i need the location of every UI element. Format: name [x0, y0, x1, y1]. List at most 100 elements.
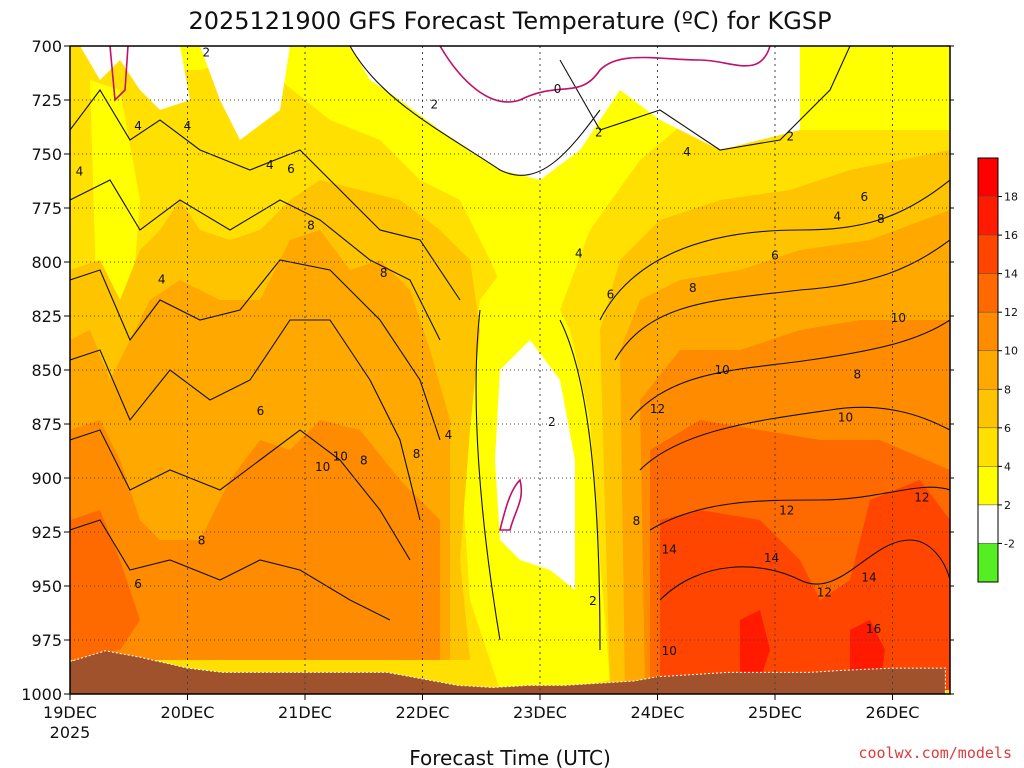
- colorbar-swatch: [977, 466, 999, 506]
- contour-label: 8: [307, 218, 315, 232]
- contour-label: 2: [589, 594, 597, 608]
- contour-label: 4: [575, 246, 583, 260]
- y-axis: 700 725 750 775 800 825 850 875 900 925 950 975 1000: [21, 37, 954, 704]
- contour-label: 4: [134, 119, 142, 133]
- x-tick-label: 23DEC: [513, 703, 567, 722]
- y-tick-label: 800: [31, 253, 62, 272]
- contour-label: 6: [771, 249, 779, 263]
- x-tick-label: 24DEC: [631, 703, 685, 722]
- contour-label: 0: [554, 82, 562, 96]
- y-tick-label: 825: [31, 307, 62, 326]
- contour-label: 8: [380, 266, 388, 280]
- colorbar-label: 4: [1004, 460, 1011, 473]
- y-tick-label: 850: [31, 361, 62, 380]
- x-tick-label: 25DEC: [748, 703, 802, 722]
- colorbar-swatch: [977, 504, 999, 544]
- field-band-white-top2: [200, 46, 290, 140]
- colorbar-swatch: [977, 196, 999, 236]
- colorbar-swatch: [977, 234, 999, 274]
- y-tick-label: 725: [31, 91, 62, 110]
- field-band-white-mid: [495, 340, 575, 590]
- contour-label: 6: [257, 404, 265, 418]
- y-tick-label: 925: [31, 523, 62, 542]
- contour-label: 2: [595, 125, 603, 139]
- contour-label: 4: [76, 164, 84, 178]
- colorbar-swatch: [977, 350, 999, 390]
- y-tick-label: 900: [31, 469, 62, 488]
- colorbar-swatch: [977, 543, 999, 583]
- field-band-white-left: [80, 46, 190, 110]
- colorbar-label: 6: [1004, 422, 1011, 435]
- colorbar-label: 2: [1004, 499, 1011, 512]
- y-tick-label: 700: [31, 37, 62, 56]
- colorbar-swatch: [977, 273, 999, 313]
- contour-label: 8: [633, 514, 641, 528]
- x-tick-label: 26DEC: [866, 703, 920, 722]
- contour-label: 14: [662, 542, 677, 556]
- colorbar-label: 14: [1004, 268, 1018, 281]
- contour-label: 8: [198, 534, 206, 548]
- contour-label: 6: [607, 287, 615, 301]
- contour-label: 10: [333, 449, 348, 463]
- colorbar-label: 18: [1004, 191, 1018, 204]
- contour-label: 4: [158, 272, 166, 286]
- contour-label: 12: [650, 402, 665, 416]
- contour-lines: [70, 46, 950, 651]
- x-tick-label: 22DEC: [396, 703, 450, 722]
- colorbar-frame: [977, 157, 999, 583]
- colorbar-swatch: [977, 389, 999, 429]
- x-axis: 19DEC 20DEC 21DEC 22DEC 23DEC 24DEC 25DEC 26DEC: [43, 694, 919, 722]
- contour-label: 2: [786, 130, 794, 144]
- credit-text[interactable]: coolwx.com/models: [858, 744, 1012, 762]
- x-axis-year-label: 2025: [50, 723, 91, 742]
- field-band-white-top: [350, 46, 800, 180]
- x-tick-label: 19DEC: [43, 703, 97, 722]
- contour-label: 12: [779, 503, 794, 517]
- contour-label: 4: [266, 158, 274, 172]
- field-band-2-4: [70, 46, 950, 350]
- colorbar: 18 16 14 12 10 8 6 4 2 -2: [977, 157, 1018, 583]
- contour-label: 10: [838, 411, 853, 425]
- contour-label: 2: [430, 97, 438, 111]
- zero-degree-contour: [109, 46, 771, 531]
- colorbar-swatch: [977, 157, 999, 197]
- x-tick-label: 20DEC: [161, 703, 215, 722]
- y-tick-label: 975: [31, 631, 62, 650]
- contour-label: 16: [866, 622, 881, 636]
- contour-label: 14: [861, 570, 876, 584]
- contour-label: 6: [287, 162, 295, 176]
- contour-label: 6: [134, 577, 142, 591]
- x-tick-label: 21DEC: [278, 703, 332, 722]
- y-tick-label: 750: [31, 145, 62, 164]
- contour-label: 12: [817, 586, 832, 600]
- contour-label: 14: [764, 551, 779, 565]
- contour-label: 8: [853, 367, 861, 381]
- colorbar-swatch: [977, 427, 999, 467]
- field-band-10-12: [70, 420, 440, 660]
- y-tick-label: 775: [31, 199, 62, 218]
- contour-label: 8: [689, 281, 697, 295]
- contour-label: 6: [860, 190, 868, 204]
- field-band-12-14: [70, 510, 140, 660]
- x-axis-title: Forecast Time (UTC): [409, 746, 611, 768]
- contour-label: 10: [891, 311, 906, 325]
- y-tick-label: 950: [31, 577, 62, 596]
- colorbar-swatch: [977, 311, 999, 351]
- contour-label: 10: [662, 644, 677, 658]
- gridlines: [70, 46, 950, 694]
- colorbar-label: 10: [1004, 345, 1018, 358]
- colorbar-label: 8: [1004, 383, 1011, 396]
- colorbar-label: -2: [1004, 537, 1015, 550]
- contour-label: 8: [360, 454, 368, 468]
- y-tick-label: 875: [31, 415, 62, 434]
- surface-terrain: [70, 650, 946, 694]
- colorbar-label: 16: [1004, 229, 1018, 242]
- contour-label: 4: [833, 210, 841, 224]
- contour-label: 2: [202, 46, 210, 60]
- contour-label: 10: [315, 460, 330, 474]
- colorbar-label: 12: [1004, 306, 1018, 319]
- chart-title: 2025121900 GFS Forecast Temperature (ºC)…: [188, 7, 831, 35]
- contour-label: 4: [683, 145, 691, 159]
